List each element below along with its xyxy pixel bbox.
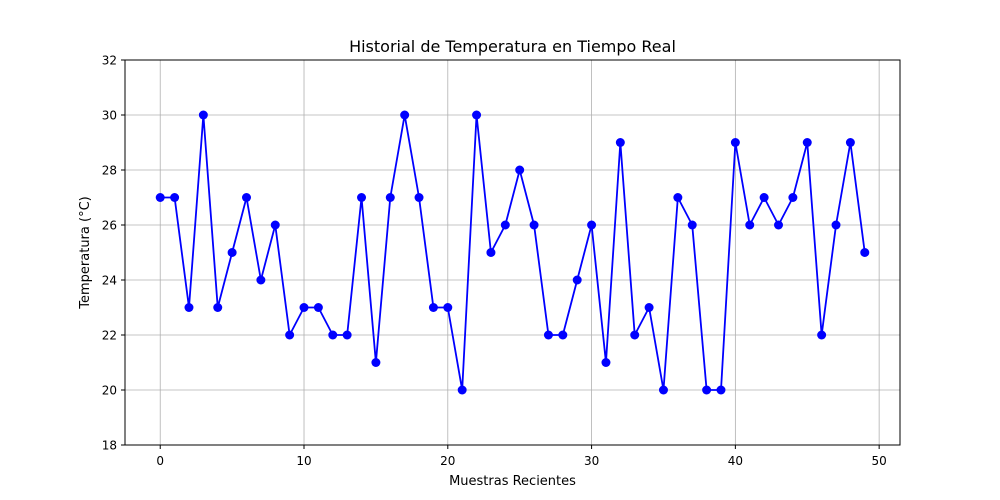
plot-frame — [124, 59, 901, 446]
grid — [125, 59, 900, 446]
data-point — [457, 385, 467, 395]
data-point — [745, 220, 755, 230]
data-point — [443, 303, 453, 312]
data-point — [371, 358, 381, 367]
data-point — [328, 330, 338, 340]
x-tick-label: 0 — [156, 454, 164, 468]
data-point — [702, 385, 712, 395]
data-point — [428, 303, 438, 312]
data-point — [515, 165, 525, 175]
y-tick-label: 18 — [102, 439, 117, 453]
y-tick-label: 32 — [102, 54, 117, 68]
data-point — [241, 193, 251, 202]
y-tick-label: 24 — [102, 274, 117, 288]
data-point — [342, 330, 352, 340]
chart-title: Historial de Temperatura en Tiempo Real — [349, 37, 676, 56]
data-point — [774, 220, 784, 230]
data-point — [601, 358, 611, 367]
data-point — [860, 248, 870, 257]
data-point — [788, 193, 798, 202]
data-point — [170, 193, 180, 202]
data-point — [486, 248, 496, 257]
data-point — [845, 138, 855, 147]
x-tick-label: 10 — [296, 454, 311, 468]
x-tick-label: 50 — [872, 454, 887, 468]
data-point — [472, 110, 482, 120]
x-tick-label: 20 — [440, 454, 455, 468]
data-point — [572, 275, 582, 285]
data-point — [256, 275, 266, 285]
axis-ticks: 0 10 20 30 40 50 18 20 22 24 26 28 30 32 — [102, 54, 887, 469]
data-point — [529, 220, 539, 230]
data-point — [299, 303, 309, 312]
data-point — [831, 220, 841, 230]
data-point — [817, 330, 827, 340]
data-point — [155, 193, 165, 202]
data-point — [759, 193, 769, 202]
data-point — [673, 193, 683, 202]
data-point — [500, 220, 510, 230]
data-point — [716, 385, 726, 395]
data-point — [630, 330, 640, 340]
data-point — [400, 110, 410, 120]
y-tick-label: 20 — [102, 384, 117, 398]
series-temperature — [155, 110, 870, 395]
series-line — [160, 114, 866, 391]
data-point — [385, 193, 395, 202]
data-point — [198, 110, 208, 120]
data-point — [558, 330, 568, 340]
y-axis-label: Temperatura (°C) — [78, 196, 93, 309]
data-point — [730, 138, 740, 147]
data-point — [357, 193, 367, 202]
y-tick-label: 30 — [102, 109, 117, 123]
x-axis-label: Muestras Recientes — [449, 474, 576, 489]
data-point — [802, 138, 812, 147]
data-point — [644, 303, 654, 312]
y-tick-label: 26 — [102, 219, 117, 233]
data-point — [285, 330, 295, 340]
y-tick-label: 28 — [102, 164, 117, 178]
data-point — [313, 303, 323, 312]
data-point — [687, 220, 697, 230]
data-point — [587, 220, 597, 230]
data-point — [658, 385, 668, 395]
data-point — [213, 303, 223, 312]
data-point — [184, 303, 194, 312]
x-tick-label: 40 — [728, 454, 743, 468]
x-tick-label: 30 — [584, 454, 599, 468]
y-tick-label: 22 — [102, 329, 117, 343]
data-point — [227, 248, 237, 257]
data-point — [543, 330, 553, 340]
data-point — [414, 193, 424, 202]
data-point — [270, 220, 280, 230]
data-point — [615, 138, 625, 147]
